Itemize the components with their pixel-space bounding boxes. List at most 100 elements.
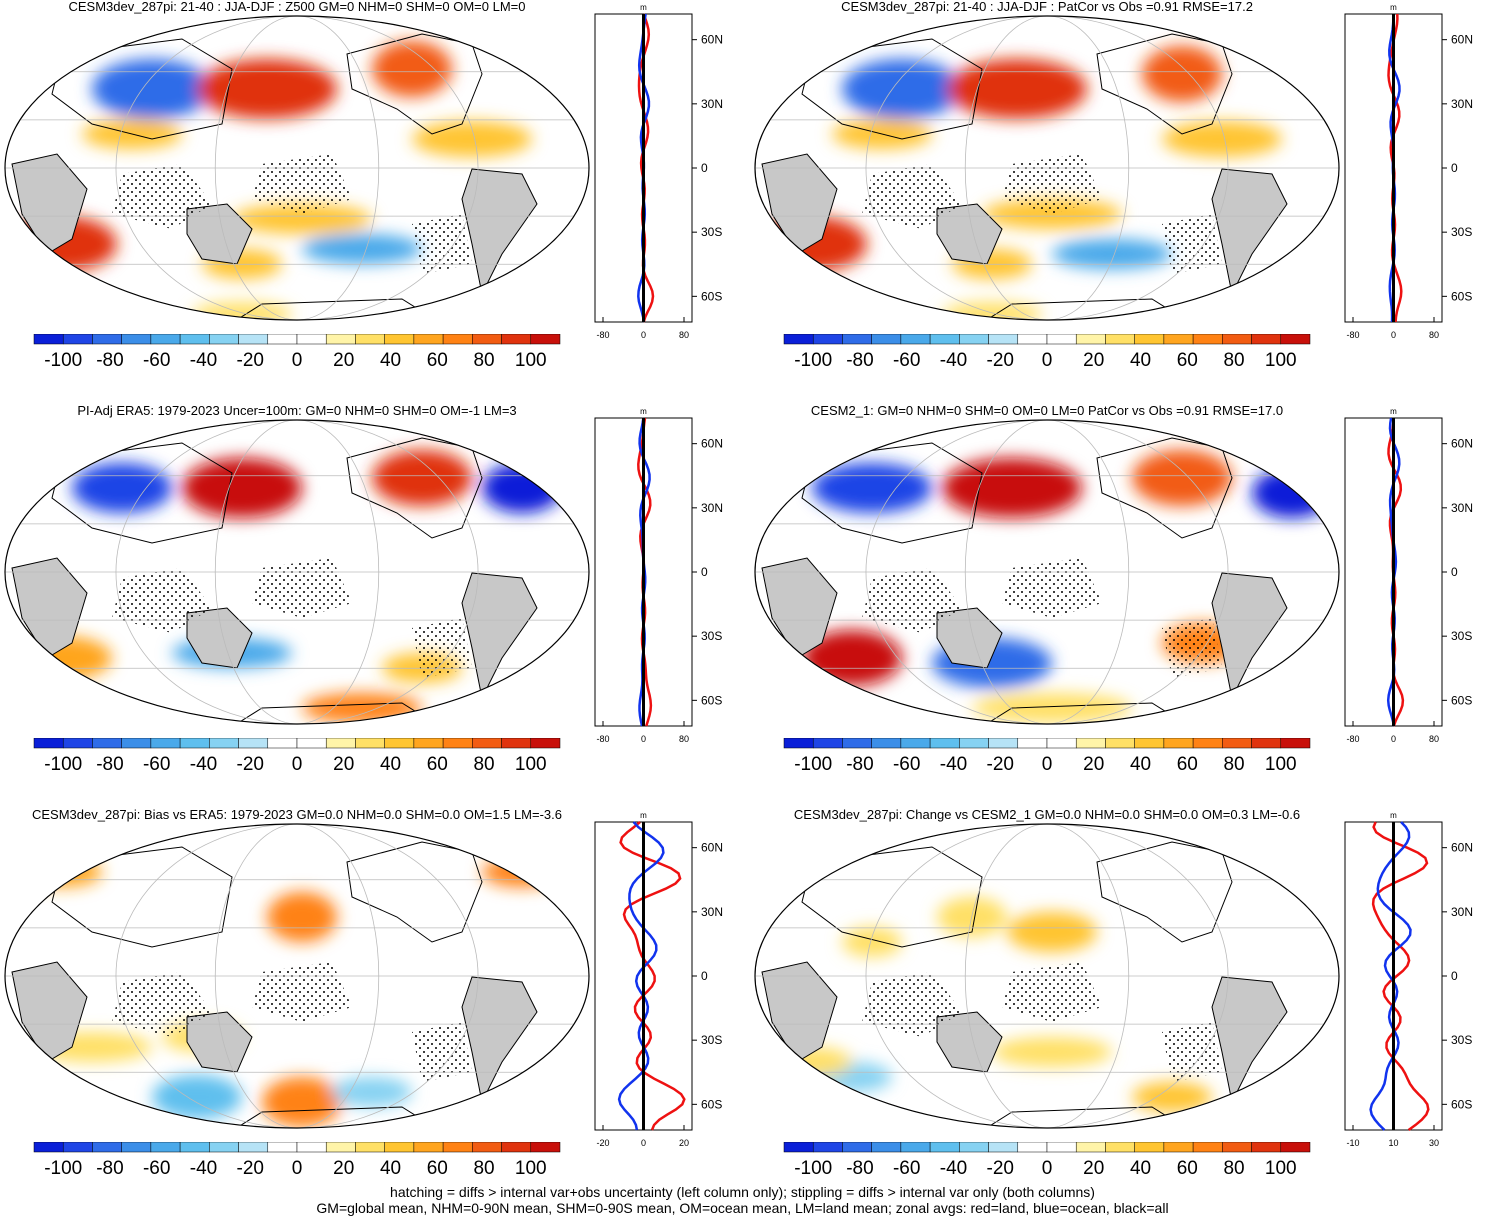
colorbar-swatch bbox=[384, 1142, 415, 1153]
stippling bbox=[112, 972, 212, 1037]
colorbar-tick-label: 40 bbox=[380, 350, 401, 371]
colorbar: -100 -80 -60 -40 -20 0 20 40 60 80 100 bbox=[33, 1142, 561, 1179]
map-border bbox=[4, 419, 590, 725]
stippling bbox=[252, 558, 352, 618]
colorbar-swatch bbox=[355, 334, 385, 345]
land-antarctica bbox=[220, 1106, 444, 1128]
colorbar-swatch bbox=[929, 738, 960, 749]
lat-label: 30N bbox=[701, 97, 723, 111]
zonal-series-land bbox=[619, 821, 686, 1131]
colorbar-swatch bbox=[121, 1142, 152, 1153]
colorbar-tick-label: 40 bbox=[380, 1158, 401, 1179]
colorbar-tick-label: -20 bbox=[987, 1158, 1014, 1179]
colorbar: -100 -80 -60 -40 -20 0 20 40 60 80 100 bbox=[783, 1142, 1311, 1179]
map bbox=[4, 419, 590, 725]
map-border bbox=[754, 823, 1340, 1129]
graticule-meridian bbox=[865, 16, 1229, 320]
footer-line-2: GM=global mean, NHM=0-90N mean, SHM=0-90… bbox=[316, 1200, 1169, 1216]
anomaly-field bbox=[92, 59, 212, 119]
colorbar-tick-label: 40 bbox=[380, 754, 401, 775]
zonal-x-tick-label: 0 bbox=[641, 734, 646, 744]
colorbar-swatch bbox=[1046, 334, 1077, 345]
lat-label: 60S bbox=[1451, 693, 1472, 707]
colorbar-swatch bbox=[929, 334, 960, 345]
colorbar-swatch bbox=[472, 738, 502, 749]
anomaly-field bbox=[262, 1077, 342, 1127]
land-south-america bbox=[1211, 572, 1288, 700]
land-north-america bbox=[346, 437, 483, 539]
land-eurasia bbox=[51, 846, 233, 948]
lat-label: 60N bbox=[1451, 437, 1473, 451]
colorbar-swatch bbox=[1017, 738, 1048, 749]
anomaly-field bbox=[372, 450, 472, 506]
colorbar-tick-label: 100 bbox=[1265, 1158, 1297, 1179]
land-africa bbox=[11, 961, 88, 1063]
colorbar-tick-label: -40 bbox=[190, 754, 217, 775]
map-border bbox=[4, 823, 590, 1129]
colorbar-tick-label: -100 bbox=[44, 350, 82, 371]
colorbar-tick-label: -60 bbox=[143, 350, 170, 371]
colorbar-swatch bbox=[238, 1142, 269, 1153]
colorbar-tick-label: 20 bbox=[333, 350, 354, 371]
colorbar-swatch bbox=[871, 334, 902, 345]
anomaly-field bbox=[1142, 46, 1222, 102]
colorbar-tick-label: 80 bbox=[473, 1158, 494, 1179]
colorbar-swatch bbox=[1192, 738, 1223, 749]
colorbar-tick-label: -60 bbox=[143, 754, 170, 775]
colorbar-swatch bbox=[384, 738, 415, 749]
colorbar-swatch bbox=[1192, 1142, 1223, 1153]
land-africa bbox=[761, 153, 838, 255]
map bbox=[754, 823, 1340, 1129]
colorbar-swatch bbox=[1163, 1142, 1194, 1153]
colorbar-swatch bbox=[1280, 1142, 1311, 1153]
colorbar-swatch bbox=[988, 334, 1019, 345]
colorbar-swatch bbox=[238, 738, 269, 749]
colorbar-tick-label: 100 bbox=[515, 350, 547, 371]
lat-label: 30S bbox=[701, 629, 722, 643]
colorbar-swatch bbox=[1163, 738, 1194, 749]
map-border bbox=[754, 419, 1340, 725]
anomaly-field bbox=[482, 463, 562, 513]
colorbar-swatch bbox=[1046, 1142, 1077, 1153]
zonal-x-tick-label: -20 bbox=[596, 1138, 609, 1148]
panel-title: CESM3dev_287pi: 21-40 : JJA-DJF : Z500 G… bbox=[68, 0, 526, 14]
anomaly-field bbox=[182, 458, 302, 518]
colorbar-tick-label: 20 bbox=[1083, 350, 1104, 371]
land-antarctica bbox=[220, 298, 444, 320]
colorbar-swatch bbox=[442, 1142, 473, 1153]
anomaly-field bbox=[72, 463, 172, 513]
colorbar-swatch bbox=[1105, 738, 1135, 749]
anomaly-field bbox=[842, 59, 962, 119]
stippling bbox=[1162, 1022, 1222, 1082]
colorbar-swatch bbox=[472, 334, 502, 345]
zonal-mean-plot: m 60N 30N 0 30S 60S -80 0 80 bbox=[594, 407, 723, 744]
lat-label: 0 bbox=[1451, 161, 1458, 175]
colorbar-swatch bbox=[62, 1142, 93, 1153]
map bbox=[754, 15, 1340, 321]
colorbar-tick-label: 0 bbox=[292, 350, 303, 371]
colorbar-tick-label: -40 bbox=[190, 1158, 217, 1179]
colorbar-swatch bbox=[33, 1142, 64, 1153]
graticule-meridian bbox=[214, 420, 380, 724]
zonal-x-tick-label: 30 bbox=[1429, 1138, 1439, 1148]
land-north-america bbox=[346, 33, 483, 135]
stippling bbox=[1002, 962, 1102, 1022]
lat-label: 0 bbox=[1451, 565, 1458, 579]
colorbar-swatch bbox=[1046, 738, 1077, 749]
land-eurasia bbox=[51, 38, 233, 140]
colorbar-tick-label: -80 bbox=[846, 350, 873, 371]
land-south-america bbox=[461, 976, 538, 1104]
lat-label: 60N bbox=[1451, 33, 1473, 47]
stippling bbox=[412, 618, 472, 678]
zonal-series-land bbox=[1371, 821, 1430, 1132]
colorbar-swatch bbox=[355, 738, 385, 749]
land-eurasia bbox=[801, 442, 983, 544]
lat-label: 60S bbox=[701, 1097, 722, 1111]
colorbar-swatch bbox=[442, 738, 473, 749]
colorbar-swatch bbox=[92, 1142, 122, 1153]
colorbar-tick-label: 60 bbox=[1177, 754, 1198, 775]
zonal-mean-plot: m 60N 30N 0 30S 60S -80 0 80 bbox=[1344, 407, 1473, 744]
zonal-x-tick-label: 80 bbox=[1429, 330, 1439, 340]
stippling bbox=[1002, 558, 1102, 618]
colorbar-tick-label: 100 bbox=[1265, 754, 1297, 775]
